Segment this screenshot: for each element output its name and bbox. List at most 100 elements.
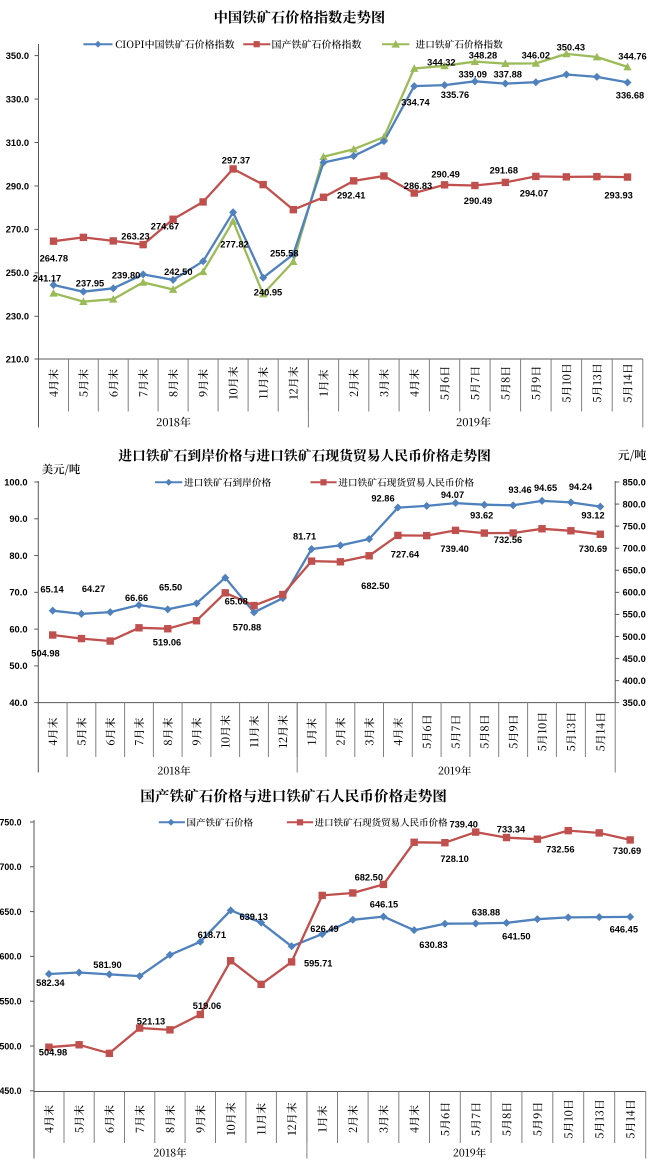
svg-text:728.10: 728.10 xyxy=(440,854,468,864)
svg-text:344.32: 344.32 xyxy=(427,57,455,67)
svg-text:344.76: 344.76 xyxy=(618,51,646,61)
svg-text:638.88: 638.88 xyxy=(472,908,500,918)
svg-text:80.0: 80.0 xyxy=(9,551,27,561)
svg-text:581.90: 581.90 xyxy=(93,960,121,970)
svg-text:81.71: 81.71 xyxy=(293,531,316,541)
svg-text:239.80: 239.80 xyxy=(112,271,140,281)
svg-text:450.0: 450.0 xyxy=(0,1086,22,1096)
svg-text:93.12: 93.12 xyxy=(581,510,604,520)
svg-text:336.68: 336.68 xyxy=(616,90,644,100)
svg-text:739.40: 739.40 xyxy=(440,544,468,554)
svg-text:400.0: 400.0 xyxy=(623,676,646,686)
svg-text:800.0: 800.0 xyxy=(623,499,646,509)
svg-text:90.0: 90.0 xyxy=(9,514,27,524)
svg-text:50.0: 50.0 xyxy=(9,661,27,671)
svg-text:519.06: 519.06 xyxy=(193,1001,221,1011)
svg-text:641.50: 641.50 xyxy=(502,932,530,942)
svg-text:650.0: 650.0 xyxy=(623,566,646,576)
svg-text:290.49: 290.49 xyxy=(431,169,459,179)
svg-text:93.62: 93.62 xyxy=(470,510,493,520)
svg-text:60.0: 60.0 xyxy=(9,624,27,634)
svg-text:241.17: 241.17 xyxy=(33,273,61,283)
svg-text:350.43: 350.43 xyxy=(557,42,585,52)
svg-text:682.50: 682.50 xyxy=(361,581,389,591)
svg-text:277.82: 277.82 xyxy=(220,239,248,249)
svg-text:242.50: 242.50 xyxy=(164,267,192,277)
svg-text:346.02: 346.02 xyxy=(522,50,550,60)
svg-text:750.0: 750.0 xyxy=(0,817,22,827)
svg-text:733.34: 733.34 xyxy=(497,825,526,835)
svg-text:732.56: 732.56 xyxy=(494,535,522,545)
svg-text:500.0: 500.0 xyxy=(0,1041,22,1051)
svg-text:65.08: 65.08 xyxy=(225,596,248,606)
svg-text:290.0: 290.0 xyxy=(6,181,29,191)
svg-text:730.69: 730.69 xyxy=(579,544,607,554)
svg-text:330.0: 330.0 xyxy=(6,94,29,104)
svg-text:293.93: 293.93 xyxy=(604,190,632,200)
svg-text:639.13: 639.13 xyxy=(239,912,267,922)
svg-text:237.95: 237.95 xyxy=(76,278,104,288)
svg-text:255.58: 255.58 xyxy=(270,248,298,258)
svg-text:732.56: 732.56 xyxy=(546,844,574,854)
svg-text:100.0: 100.0 xyxy=(4,477,27,487)
svg-text:646.15: 646.15 xyxy=(370,900,398,910)
svg-text:65.14: 65.14 xyxy=(40,584,64,594)
svg-text:739.40: 739.40 xyxy=(449,819,477,829)
svg-text:646.45: 646.45 xyxy=(610,924,638,934)
svg-text:682.50: 682.50 xyxy=(355,873,383,883)
svg-text:600.0: 600.0 xyxy=(0,952,22,962)
svg-text:292.41: 292.41 xyxy=(337,191,365,201)
svg-text:310.0: 310.0 xyxy=(6,138,29,148)
svg-text:650.0: 650.0 xyxy=(0,907,22,917)
svg-text:335.76: 335.76 xyxy=(441,90,469,100)
svg-text:582.34: 582.34 xyxy=(36,978,65,988)
svg-text:274.67: 274.67 xyxy=(151,222,179,232)
svg-text:94.07: 94.07 xyxy=(441,490,464,500)
svg-text:294.07: 294.07 xyxy=(520,189,548,199)
svg-text:521.13: 521.13 xyxy=(137,1016,165,1026)
svg-text:630.83: 630.83 xyxy=(419,940,447,950)
svg-text:500.0: 500.0 xyxy=(623,632,646,642)
svg-text:519.06: 519.06 xyxy=(153,638,181,648)
svg-text:700.0: 700.0 xyxy=(623,544,646,554)
svg-text:750.0: 750.0 xyxy=(623,521,646,531)
svg-text:240.95: 240.95 xyxy=(254,287,282,297)
svg-text:727.64: 727.64 xyxy=(391,549,420,559)
svg-text:290.49: 290.49 xyxy=(464,196,492,206)
svg-text:350.0: 350.0 xyxy=(623,698,646,708)
svg-text:339.09: 339.09 xyxy=(458,70,486,80)
svg-text:700.0: 700.0 xyxy=(0,862,22,872)
svg-text:64.27: 64.27 xyxy=(82,584,105,594)
svg-text:337.88: 337.88 xyxy=(493,70,521,80)
svg-text:550.0: 550.0 xyxy=(623,610,646,620)
svg-text:550.0: 550.0 xyxy=(0,997,22,1007)
svg-text:94.24: 94.24 xyxy=(569,482,593,492)
svg-text:297.37: 297.37 xyxy=(222,155,250,165)
svg-text:264.78: 264.78 xyxy=(40,254,68,264)
svg-text:210.0: 210.0 xyxy=(6,354,29,364)
svg-text:730.69: 730.69 xyxy=(613,846,641,856)
svg-text:291.68: 291.68 xyxy=(490,166,518,176)
svg-text:92.86: 92.86 xyxy=(371,493,394,503)
svg-text:348.28: 348.28 xyxy=(469,50,497,60)
svg-text:250.0: 250.0 xyxy=(6,268,29,278)
svg-text:40.0: 40.0 xyxy=(9,698,27,708)
svg-text:570.88: 570.88 xyxy=(233,622,261,632)
svg-text:70.0: 70.0 xyxy=(9,588,27,598)
svg-text:286.83: 286.83 xyxy=(404,181,432,191)
svg-text:618.71: 618.71 xyxy=(198,930,226,940)
svg-text:350.0: 350.0 xyxy=(6,51,29,61)
svg-text:334.74: 334.74 xyxy=(401,97,430,107)
svg-text:850.0: 850.0 xyxy=(623,477,646,487)
svg-text:230.0: 230.0 xyxy=(6,312,29,322)
svg-text:600.0: 600.0 xyxy=(623,588,646,598)
svg-text:504.98: 504.98 xyxy=(39,1047,67,1057)
svg-text:270.0: 270.0 xyxy=(6,225,29,235)
svg-text:93.46: 93.46 xyxy=(508,485,531,495)
svg-text:65.50: 65.50 xyxy=(159,582,182,592)
svg-text:504.98: 504.98 xyxy=(31,648,59,658)
svg-text:595.71: 595.71 xyxy=(304,958,332,968)
svg-text:450.0: 450.0 xyxy=(623,654,646,664)
svg-text:626.49: 626.49 xyxy=(310,924,338,934)
svg-text:66.66: 66.66 xyxy=(125,593,148,603)
